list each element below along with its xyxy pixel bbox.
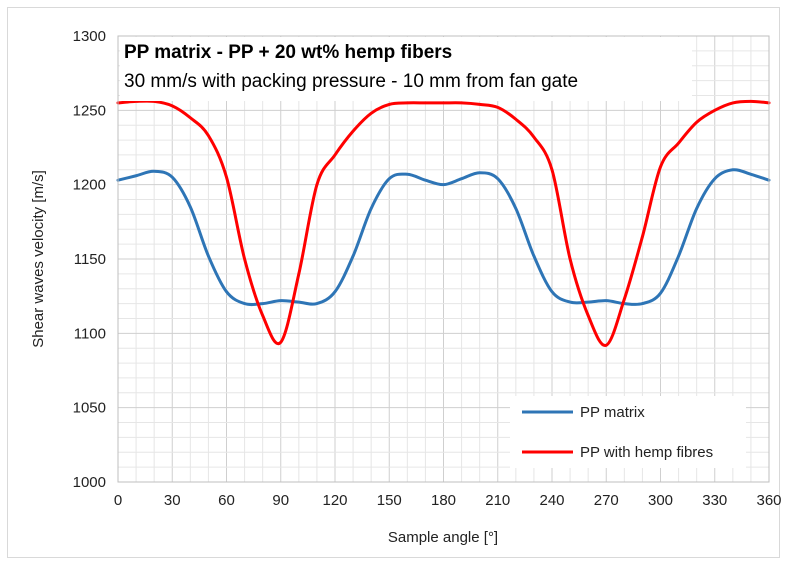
legend: PP matrix PP with hemp fibres [510,396,746,468]
legend-label-pp-hemp: PP with hemp fibres [580,444,713,461]
y-tick-label: 1000 [73,474,106,491]
y-tick-label: 1050 [73,400,106,417]
x-tick-label: 60 [218,492,235,509]
x-tick-labels: 0 30 60 90 120 150 180 210 240 270 300 330 360 [114,492,782,509]
x-tick-label: 240 [539,492,564,509]
legend-background [510,396,746,468]
y-tick-labels: 1000 1050 1100 1150 1200 1250 1300 [73,28,106,491]
x-tick-label: 90 [272,492,289,509]
x-tick-label: 30 [164,492,181,509]
chart-title: PP matrix - PP + 20 wt% hemp fibers [124,42,452,63]
title-background [120,37,692,101]
y-axis-title: Shear waves velocity [m/s] [30,170,47,348]
y-tick-label: 1200 [73,177,106,194]
x-tick-label: 0 [114,492,122,509]
series-layer [116,99,771,347]
plot-area [117,35,770,483]
x-tick-label: 270 [594,492,619,509]
x-tick-label: 150 [377,492,402,509]
x-tick-label: 120 [322,492,347,509]
x-tick-label: 300 [648,492,673,509]
x-tick-label: 210 [485,492,510,509]
x-tick-label: 330 [702,492,727,509]
y-tick-label: 1100 [74,325,106,342]
x-axis-title: Sample angle [°] [388,529,498,546]
series-line-pp-hemp [116,99,771,347]
y-tick-label: 1300 [73,28,106,45]
legend-label-pp-matrix: PP matrix [580,404,645,421]
x-tick-label: 360 [756,492,781,509]
y-tick-label: 1150 [74,251,106,268]
y-tick-label: 1250 [73,102,106,119]
x-tick-label: 180 [431,492,456,509]
chart-subtitle: 30 mm/s with packing pressure - 10 mm fr… [124,71,578,92]
series-line-pp-matrix [116,168,771,307]
